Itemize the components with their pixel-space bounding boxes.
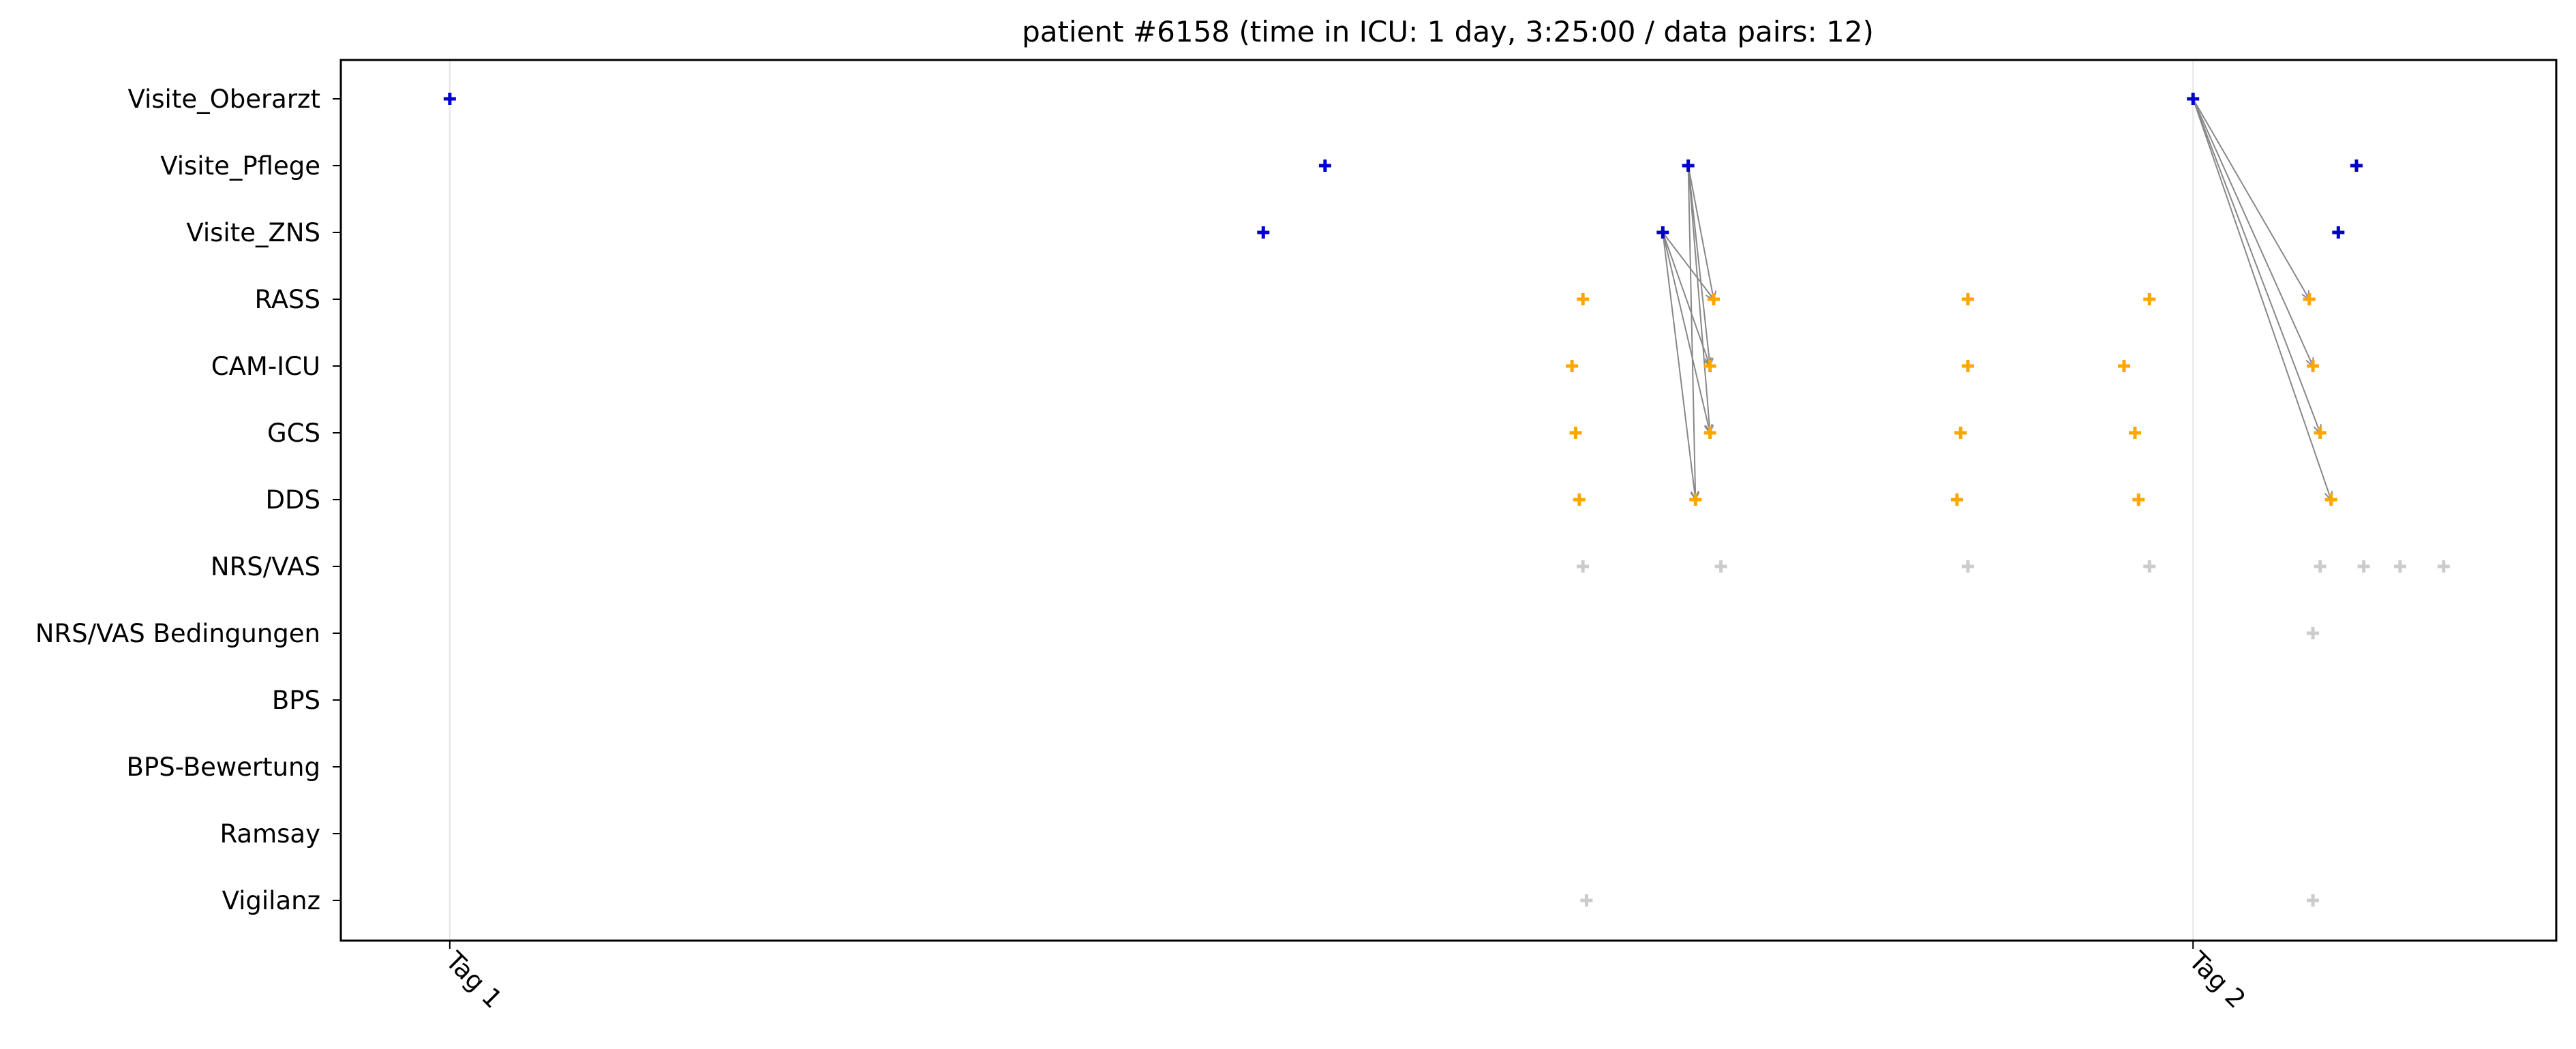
point-nrs-vas-7 <box>2437 560 2450 573</box>
point-cam-icu-9 <box>2307 360 2320 372</box>
y-label-visite-zns: Visite_ZNS <box>186 218 320 247</box>
data-points <box>443 93 2450 907</box>
pair-arrow-4 <box>1687 165 1714 299</box>
point-nrs-vas-3 <box>2143 560 2156 573</box>
point-rass-2 <box>1961 293 1974 305</box>
chart-title: patient #6158 (time in ICU: 1 day, 3:25:… <box>1022 15 1874 48</box>
point-rass-3 <box>2143 293 2156 305</box>
point-dds-18 <box>2132 493 2145 506</box>
point-vigilanz-9 <box>1580 894 1593 907</box>
point-visite-zns-7 <box>2332 226 2345 239</box>
point-cam-icu-7 <box>1961 360 1974 372</box>
x-label-tag-1: Tag 1 <box>440 945 508 1014</box>
x-label-tag-2: Tag 2 <box>2183 945 2251 1014</box>
point-cam-icu-5 <box>1566 360 1579 372</box>
point-nrs-vas-1 <box>1714 560 1727 573</box>
point-visite-pflege-2 <box>1318 159 1331 172</box>
y-label-nrs-vas: NRS/VAS <box>211 552 320 581</box>
point-rass-0 <box>1577 293 1590 305</box>
point-dds-17 <box>1950 493 1963 506</box>
y-label-visite-oberarzt: Visite_Oberarzt <box>127 85 320 114</box>
point-nrs-vas-2 <box>1961 560 1974 573</box>
y-tick-labels: Visite_Oberarzt Visite_Pflege Visite_ZNS RA… <box>35 85 341 915</box>
pair-arrow-7 <box>1687 165 1696 500</box>
point-visite-zns-5 <box>1257 226 1270 239</box>
pair-arrow-6 <box>1687 165 1710 433</box>
point-vigilanz-10 <box>2307 894 2320 907</box>
pair-arrow-3 <box>1662 232 1695 500</box>
plot-frame <box>339 59 2558 942</box>
y-label-cam-icu: CAM-ICU <box>211 352 320 381</box>
pair-arrow-5 <box>1687 165 1710 366</box>
pair-arrow-11 <box>2192 98 2331 500</box>
y-label-dds: DDS <box>266 485 320 515</box>
point-gcs-11 <box>1703 427 1716 439</box>
grid-layer <box>449 60 2194 941</box>
pair-arrows <box>1662 98 2331 500</box>
y-label-gcs: GCS <box>267 419 320 448</box>
point-nrs-vas-bedingungen-8 <box>2307 627 2320 639</box>
point-visite-oberarzt-0 <box>443 93 456 105</box>
point-nrs-vas-5 <box>2357 560 2370 573</box>
point-gcs-13 <box>2128 427 2141 439</box>
point-gcs-14 <box>2314 427 2327 439</box>
y-label-vigilanz: Vigilanz <box>222 886 320 915</box>
point-gcs-10 <box>1569 427 1582 439</box>
pair-arrow-9 <box>2192 98 2313 366</box>
point-dds-15 <box>1573 493 1586 506</box>
point-nrs-vas-6 <box>2393 560 2406 573</box>
point-visite-pflege-3 <box>1682 159 1695 172</box>
point-cam-icu-6 <box>1703 360 1716 372</box>
x-tick-labels: Tag 1 Tag 2 <box>440 941 2252 1014</box>
point-dds-19 <box>2324 493 2337 506</box>
y-label-bps-bewertung: BPS-Bewertung <box>127 752 321 782</box>
y-label-nrs-vas-bedingungen: NRS/VAS Bedingungen <box>35 619 320 648</box>
point-visite-oberarzt-1 <box>2187 93 2200 105</box>
point-visite-zns-6 <box>1656 226 1669 239</box>
pair-arrow-0 <box>1662 232 1714 299</box>
y-label-bps: BPS <box>272 686 320 715</box>
pair-arrow-2 <box>1662 232 1710 433</box>
y-label-ramsay: Ramsay <box>220 819 320 849</box>
pair-arrow-10 <box>2192 98 2320 433</box>
point-dds-16 <box>1689 493 1702 506</box>
point-nrs-vas-0 <box>1577 560 1590 573</box>
point-nrs-vas-4 <box>2314 560 2327 573</box>
point-rass-4 <box>2303 293 2316 305</box>
point-visite-pflege-4 <box>2350 159 2363 172</box>
y-label-rass: RASS <box>255 285 321 314</box>
point-gcs-12 <box>1954 427 1967 439</box>
pair-arrow-8 <box>2192 98 2309 299</box>
point-cam-icu-8 <box>2117 360 2130 372</box>
point-rass-1 <box>1707 293 1720 305</box>
y-label-visite-pflege: Visite_Pflege <box>160 151 320 181</box>
